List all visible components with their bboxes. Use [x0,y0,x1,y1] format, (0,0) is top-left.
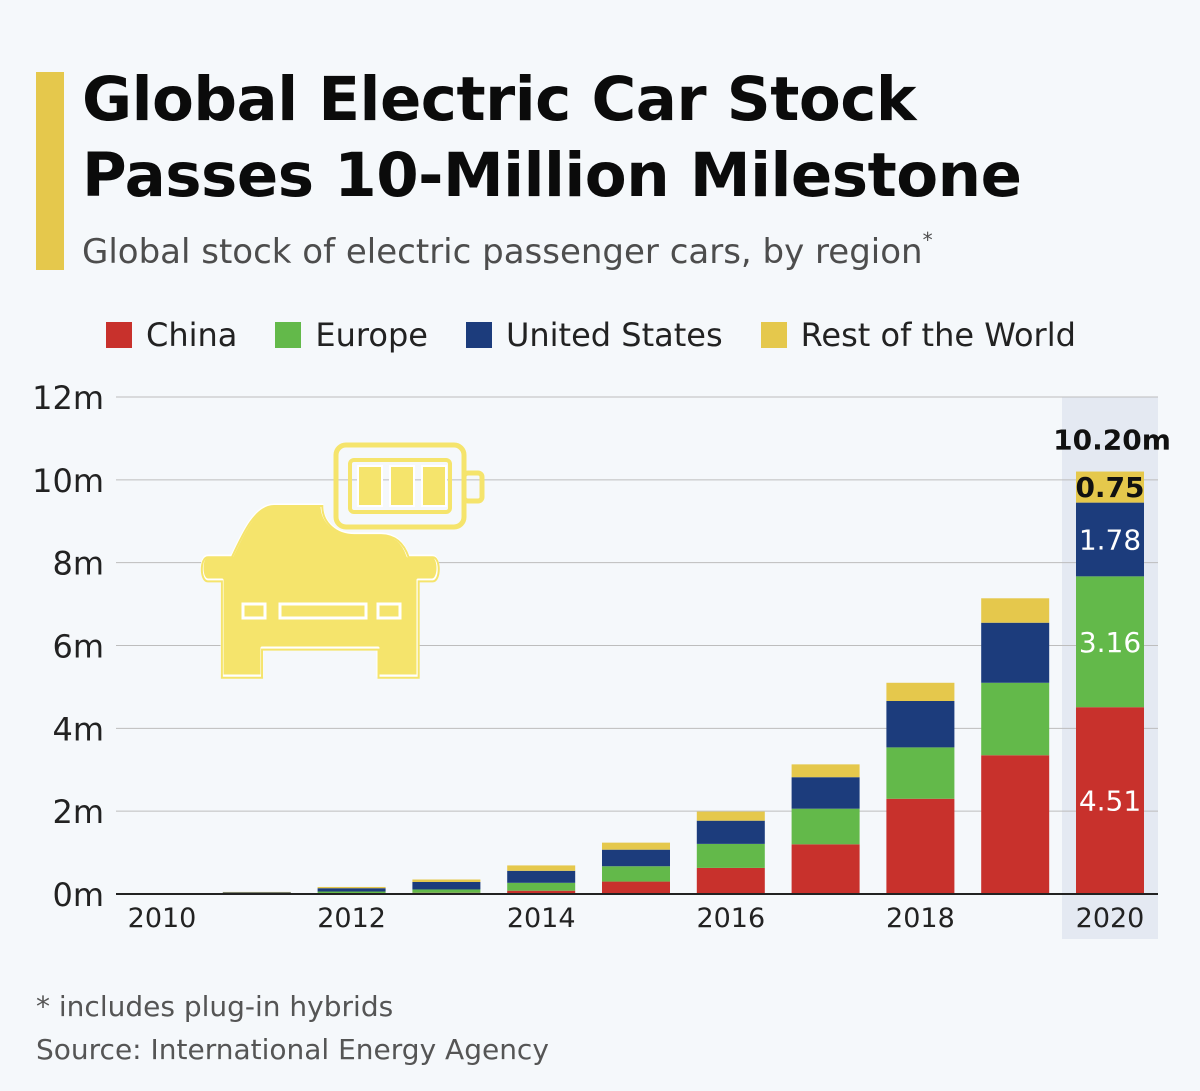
bar-united-states-2016 [696,820,765,844]
bar-rest-of-the-world-2012 [317,886,386,889]
x-tick-label: 2018 [886,903,955,934]
footnote: * includes plug-in hybrids [36,990,394,1023]
legend-label: Rest of the World [800,316,1076,354]
bar-rest-of-the-world-2020 [1076,471,1144,503]
data-label-united-states: 1.78 [1079,523,1141,556]
y-tick-label: 2m [52,793,104,831]
bar-united-states-2019 [981,622,1050,683]
legend-item-europe: Europe [275,316,428,354]
bar-china-2019 [981,755,1050,894]
title-accent-bar [36,72,64,270]
source-note: Source: International Energy Agency [36,1033,549,1066]
bar-rest-of-the-world-2016 [696,811,765,821]
y-tick-label: 8m [52,545,104,583]
x-tick-label: 2012 [317,903,386,934]
data-label-europe: 3.16 [1079,626,1141,659]
bar-united-states-2013 [412,881,481,890]
bar-rest-of-the-world-2019 [981,598,1050,623]
y-tick-label: 4m [52,710,104,748]
bar-united-states-2015 [602,849,670,867]
bar-united-states-2020 [1076,502,1144,577]
bar-china-2017 [791,844,860,894]
bar-united-states-2017 [791,777,860,809]
bar-united-states-2011 [222,892,291,894]
bar-europe-2013 [412,889,481,893]
subtitle-text: Global stock of electric passenger cars,… [82,232,923,272]
legend-item-rest-of-the-world: Rest of the World [760,316,1076,354]
chart-subtitle: Global stock of electric passenger cars,… [82,228,933,272]
bar-rest-of-the-world-2018 [886,682,955,701]
bar-rest-of-the-world-2014 [507,865,576,871]
x-tick-label: 2014 [507,903,576,934]
legend-item-united-states: United States [465,316,723,354]
bar-rest-of-the-world-2015 [602,842,670,850]
data-label-rest-of-the-world: 0.75 [1075,471,1144,504]
legend-swatch [106,322,132,348]
title-line-1: Global Electric Car Stock [82,64,917,135]
legend-label: Europe [315,316,428,354]
legend-label: China [146,316,238,354]
legend-label: United States [505,316,723,354]
legend-swatch [275,322,302,348]
bar-rest-of-the-world-2013 [412,879,481,882]
bar-europe-2015 [602,866,670,882]
bar-united-states-2018 [886,700,955,748]
x-tick-label: 2016 [696,903,765,934]
bar-united-states-2012 [317,888,386,892]
y-tick-label: 10m [32,462,104,500]
bar-europe-2019 [981,682,1050,756]
chart-legend: China Europe United States Rest of the Worl… [106,315,1114,355]
stacked-bar-chart: 0m 2m 4m 6m 8m 10m 12m 4.51 3.16 1.78 0.75 10.20m 20… [32,379,1171,939]
electric-car-battery-icon [200,442,485,679]
bar-china-2016 [696,867,765,894]
data-label-china: 4.51 [1079,785,1141,818]
bar-china-2018 [886,798,955,894]
bar-china-2014 [507,890,576,894]
bar-rest-of-the-world-2017 [791,764,860,778]
x-tick-label: 2010 [128,903,197,934]
y-tick-label: 0m [52,876,104,914]
bar-europe-2018 [886,747,955,799]
y-tick-label: 6m [52,628,104,666]
legend-swatch [465,322,492,348]
subtitle-footnote-mark: * [922,228,933,252]
bar-europe-2020 [1076,576,1144,708]
title-line-2: Passes 10-Million Milestone [82,140,1022,211]
bar-europe-2012 [317,891,386,894]
bar-europe-2014 [507,882,576,891]
bar-united-states-2014 [507,870,576,883]
legend-item-china: China [106,316,237,354]
bar-europe-2017 [791,808,860,845]
total-label: 10.20m [1053,424,1171,457]
bar-europe-2016 [696,843,765,868]
bar-china-2020 [1076,707,1144,894]
bar-china-2015 [602,881,670,894]
y-tick-label: 12m [32,379,104,417]
x-tick-label: 2020 [1076,903,1145,934]
legend-swatch [760,322,787,348]
bar-rest-of-the-world-2011 [222,891,291,893]
page-title: Global Electric Car Stock Passes 10-Mill… [82,62,1022,214]
